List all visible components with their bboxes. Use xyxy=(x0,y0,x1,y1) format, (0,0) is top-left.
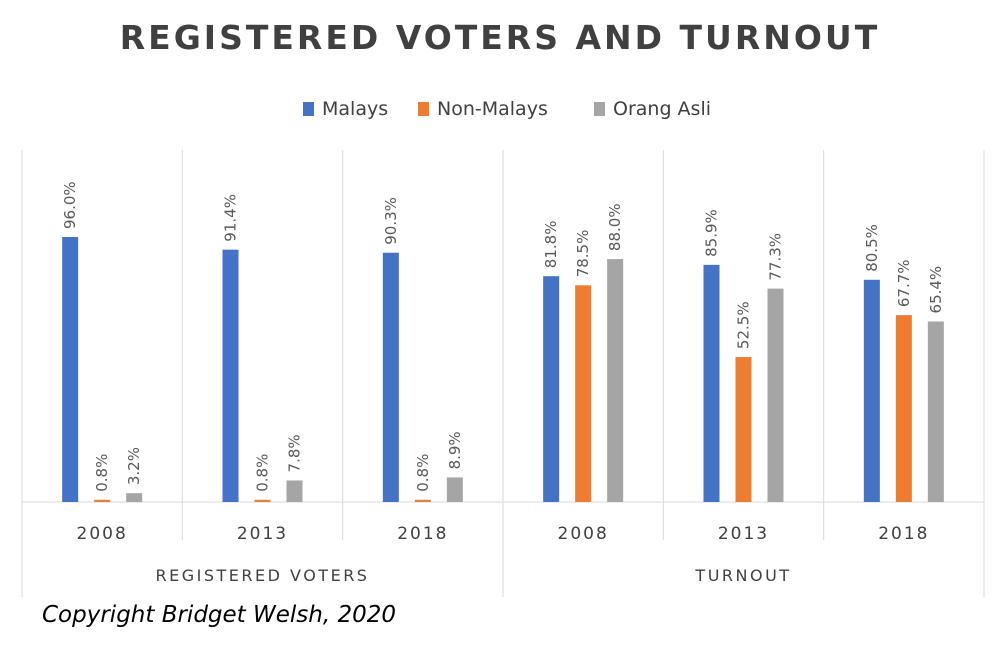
data-label: 67.7% xyxy=(895,259,913,307)
data-label: 88.0% xyxy=(606,203,624,251)
bar-orang-asli xyxy=(446,477,463,502)
bar-malays xyxy=(863,279,880,502)
data-label: 91.4% xyxy=(222,194,240,242)
bar-malays xyxy=(703,264,720,502)
data-label: 81.8% xyxy=(542,221,560,269)
bar-non-malays xyxy=(94,499,111,502)
legend-swatch-orang-asli xyxy=(594,102,605,116)
data-label: 85.9% xyxy=(703,209,721,257)
legend-swatch-malays xyxy=(303,102,314,116)
data-label: 65.4% xyxy=(927,266,945,314)
data-label: 0.8% xyxy=(414,454,432,492)
legend-label-orang-asli: Orang Asli xyxy=(613,98,712,120)
bar-non-malays xyxy=(254,499,271,502)
x-tick-label: 2018 xyxy=(397,524,448,544)
chart-plot: 96.0% 0.8% 3.2% 2008 91.4% 0.8% 7.8% 2013 90.3% 0… xyxy=(21,150,985,597)
x-tick-label: 2013 xyxy=(718,524,769,544)
x-tick-label: 2008 xyxy=(77,524,128,544)
data-label: 8.9% xyxy=(446,431,464,469)
data-label: 90.3% xyxy=(382,197,400,245)
legend-item-non-malays: Non-Malays xyxy=(418,98,548,120)
bar-orang-asli xyxy=(126,493,143,502)
copyright-text: Copyright Bridget Welsh, 2020 xyxy=(42,602,396,628)
group-label: TURNOUT xyxy=(694,566,791,585)
bar-non-malays xyxy=(414,499,431,502)
legend-item-orang-asli: Orang Asli xyxy=(594,98,711,120)
data-label: 7.8% xyxy=(286,434,304,472)
data-label: 78.5% xyxy=(574,230,592,278)
data-label: 52.5% xyxy=(735,301,753,349)
bar-non-malays xyxy=(895,315,912,502)
bar-orang-asli xyxy=(607,259,624,502)
bar-malays xyxy=(382,252,399,502)
bar-malays xyxy=(222,249,239,502)
legend-label-malays: Malays xyxy=(322,98,389,120)
data-label: 0.8% xyxy=(254,454,272,492)
data-label: 3.2% xyxy=(125,447,143,485)
data-label: 0.8% xyxy=(93,454,111,492)
legend-label-non-malays: Non-Malays xyxy=(437,98,548,120)
legend-swatch-non-malays xyxy=(418,102,429,116)
x-tick-label: 2018 xyxy=(878,524,929,544)
bar-malays xyxy=(543,276,560,502)
bar-malays xyxy=(62,237,79,502)
bar-orang-asli xyxy=(767,288,784,502)
x-tick-label: 2013 xyxy=(237,524,288,544)
data-label: 80.5% xyxy=(863,224,881,272)
chart-title: REGISTERED VOTERS AND TURNOUT xyxy=(119,18,881,57)
legend: Malays Non-Malays Orang Asli xyxy=(0,98,1000,128)
bar-orang-asli xyxy=(927,321,944,502)
bar-non-malays xyxy=(575,285,592,502)
legend-item-malays: Malays xyxy=(303,98,388,120)
data-label: 77.3% xyxy=(767,233,785,281)
group-label: REGISTERED VOTERS xyxy=(156,566,370,585)
bar-orang-asli xyxy=(286,480,303,502)
x-tick-label: 2008 xyxy=(558,524,609,544)
data-label: 96.0% xyxy=(61,181,79,229)
bar-non-malays xyxy=(735,357,752,502)
